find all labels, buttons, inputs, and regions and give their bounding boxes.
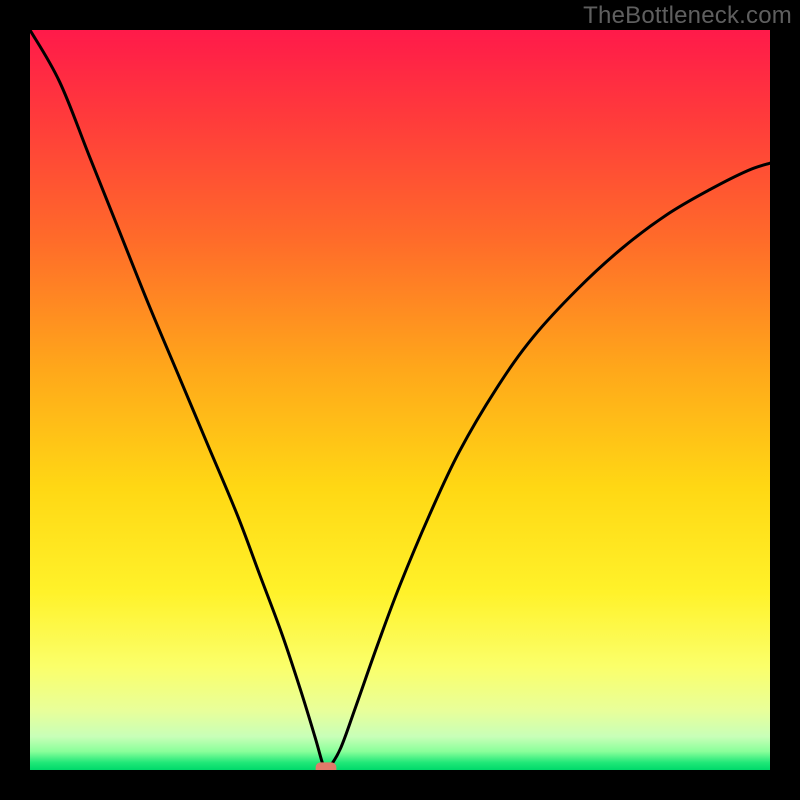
plot-area	[30, 30, 770, 770]
watermark-text: TheBottleneck.com	[583, 2, 792, 30]
bottleneck-curve-chart	[30, 30, 770, 770]
valley-marker	[316, 762, 337, 770]
chart-container: TheBottleneck.com	[0, 0, 800, 800]
gradient-background	[30, 30, 770, 770]
